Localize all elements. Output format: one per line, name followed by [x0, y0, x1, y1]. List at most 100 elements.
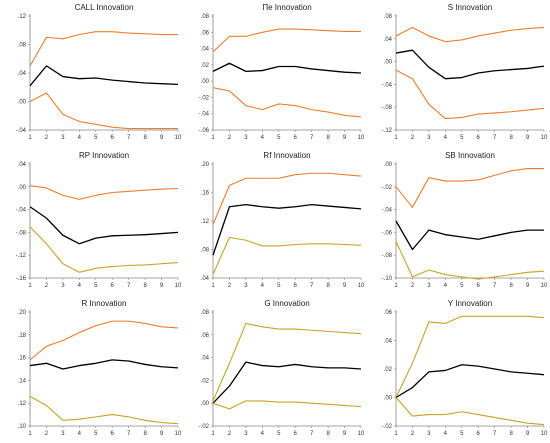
series-line-lower — [212, 236, 362, 275]
x-tick-label: 8 — [143, 431, 147, 437]
x-tick-label: 4 — [261, 283, 265, 289]
chart-panel: CALL Innovation .12 .08 .04 .00 -.041 2 3 4 5 6 7 8 9… — [16, 3, 182, 141]
x-tick-label: 5 — [94, 431, 98, 437]
x-tick-label: 1 — [211, 431, 215, 437]
y-tick-label: .12 — [201, 219, 210, 225]
series-line-response — [395, 49, 545, 80]
y-tick-label: -.04 — [382, 208, 393, 214]
x-tick-label: 5 — [460, 431, 464, 437]
x-tick-label: 4 — [444, 283, 448, 289]
y-tick-label: -.02 — [382, 424, 393, 430]
y-tick-label: .04 — [201, 47, 210, 53]
y-tick-label: .04 — [201, 276, 210, 282]
x-tick-label: 9 — [160, 135, 164, 141]
chart-title: CALL Innovation — [75, 3, 134, 12]
series-line-response — [212, 203, 362, 256]
x-tick-label: 9 — [343, 431, 347, 437]
series-line-upper — [212, 172, 362, 225]
x-tick-label: 10 — [358, 283, 365, 289]
y-tick-label: -.10 — [382, 276, 393, 282]
y-tick-label: .06 — [384, 310, 393, 316]
x-tick-label: 1 — [28, 135, 32, 141]
x-tick-label: 4 — [444, 135, 448, 141]
x-tick-label: 6 — [111, 283, 115, 289]
x-tick-label: 9 — [343, 135, 347, 141]
y-tick-label: .04 — [384, 37, 393, 43]
x-tick-label: 2 — [228, 431, 232, 437]
x-tick-label: 8 — [326, 431, 330, 437]
y-tick-label: .14 — [18, 378, 27, 384]
y-tick-label: .10 — [18, 424, 27, 430]
chart-panel: S Innovation .08 .04 .00 -.04 -.08 -.121 2 3 4 5 6 7… — [382, 3, 548, 141]
x-tick-label: 1 — [394, 135, 398, 141]
x-tick-label: 3 — [427, 135, 431, 141]
x-tick-label: 5 — [277, 135, 281, 141]
x-tick-label: 5 — [460, 283, 464, 289]
x-tick-label: 2 — [45, 135, 49, 141]
x-tick-label: 5 — [94, 283, 98, 289]
chart-panel: R Innovation .20 .18 .16 .14 .12 .101 2 3 4 5 6 7 8 9 1… — [18, 299, 182, 437]
series-line-response — [29, 206, 179, 245]
x-tick-label: 10 — [541, 431, 548, 437]
x-tick-label: 7 — [493, 431, 497, 437]
series-line-response — [395, 364, 545, 399]
y-tick-label: -.06 — [382, 230, 393, 236]
y-tick-label: .08 — [201, 310, 210, 316]
y-tick-label: .00 — [201, 79, 210, 85]
x-tick-label: 2 — [45, 283, 49, 289]
chart-panel: Y Innovation .06 .04 .02 .00 -.021 2 3 4 5 6 7 8 9 10 — [382, 299, 548, 437]
x-tick-label: 3 — [244, 135, 248, 141]
series-line-upper — [395, 315, 545, 398]
y-tick-label: .00 — [18, 100, 27, 106]
x-tick-label: 4 — [444, 431, 448, 437]
y-tick-label: -.02 — [199, 424, 210, 430]
y-tick-label: .08 — [201, 14, 210, 20]
chart-title: R Innovation — [82, 299, 127, 308]
x-tick-label: 9 — [343, 283, 347, 289]
y-tick-label: .08 — [384, 14, 393, 20]
series-line-lower — [29, 92, 178, 130]
y-tick-label: .20 — [18, 310, 27, 316]
x-tick-label: 5 — [94, 135, 98, 141]
x-tick-label: 8 — [509, 431, 513, 437]
x-tick-label: 7 — [127, 431, 131, 437]
x-tick-label: 6 — [294, 283, 298, 289]
series-line-lower — [212, 400, 362, 410]
series-line-response — [395, 220, 544, 251]
x-tick-label: 5 — [277, 283, 281, 289]
y-tick-label: .00 — [384, 60, 393, 66]
y-tick-label: -.04 — [382, 82, 393, 88]
x-tick-label: 2 — [411, 431, 415, 437]
x-tick-label: 8 — [326, 135, 330, 141]
chart-title: SB Innovation — [445, 151, 495, 160]
series-line-response — [29, 65, 179, 87]
y-tick-label: .00 — [201, 401, 210, 407]
y-tick-label: -.16 — [16, 276, 27, 282]
chart-title: Пe Innovation — [262, 3, 311, 12]
x-tick-label: 2 — [45, 431, 49, 437]
x-tick-label: 7 — [310, 135, 314, 141]
y-tick-label: .00 — [384, 396, 393, 402]
chart-panel: Rf Innovation .20 .16 .12 .08 .041 2 3 4 5 6 7 8 9 10 — [201, 151, 365, 289]
x-tick-label: 6 — [111, 135, 115, 141]
y-tick-label: .04 — [201, 356, 210, 362]
series-line-response — [212, 361, 362, 404]
x-tick-label: 6 — [294, 135, 298, 141]
y-tick-label: -.04 — [199, 112, 210, 118]
x-tick-label: 4 — [261, 431, 265, 437]
series-line-lower — [29, 226, 179, 273]
y-tick-label: -.08 — [382, 105, 393, 111]
chart-title: S Innovation — [448, 3, 492, 12]
x-tick-label: 7 — [310, 283, 314, 289]
x-tick-label: 3 — [61, 283, 65, 289]
x-tick-label: 10 — [358, 431, 365, 437]
chart-title: Rf Innovation — [263, 151, 310, 160]
x-tick-label: 8 — [143, 135, 147, 141]
chart-title: Y Innovation — [448, 299, 492, 308]
chart-panel: SB Innovation .00 -.02 -.04 -.06 -.08 -.101 2 3 4… — [382, 151, 548, 289]
x-tick-label: 4 — [261, 135, 265, 141]
y-tick-label: -.12 — [16, 253, 27, 259]
x-tick-label: 9 — [526, 283, 530, 289]
chart-title: RP Innovation — [79, 151, 129, 160]
series-line-response — [212, 62, 362, 74]
